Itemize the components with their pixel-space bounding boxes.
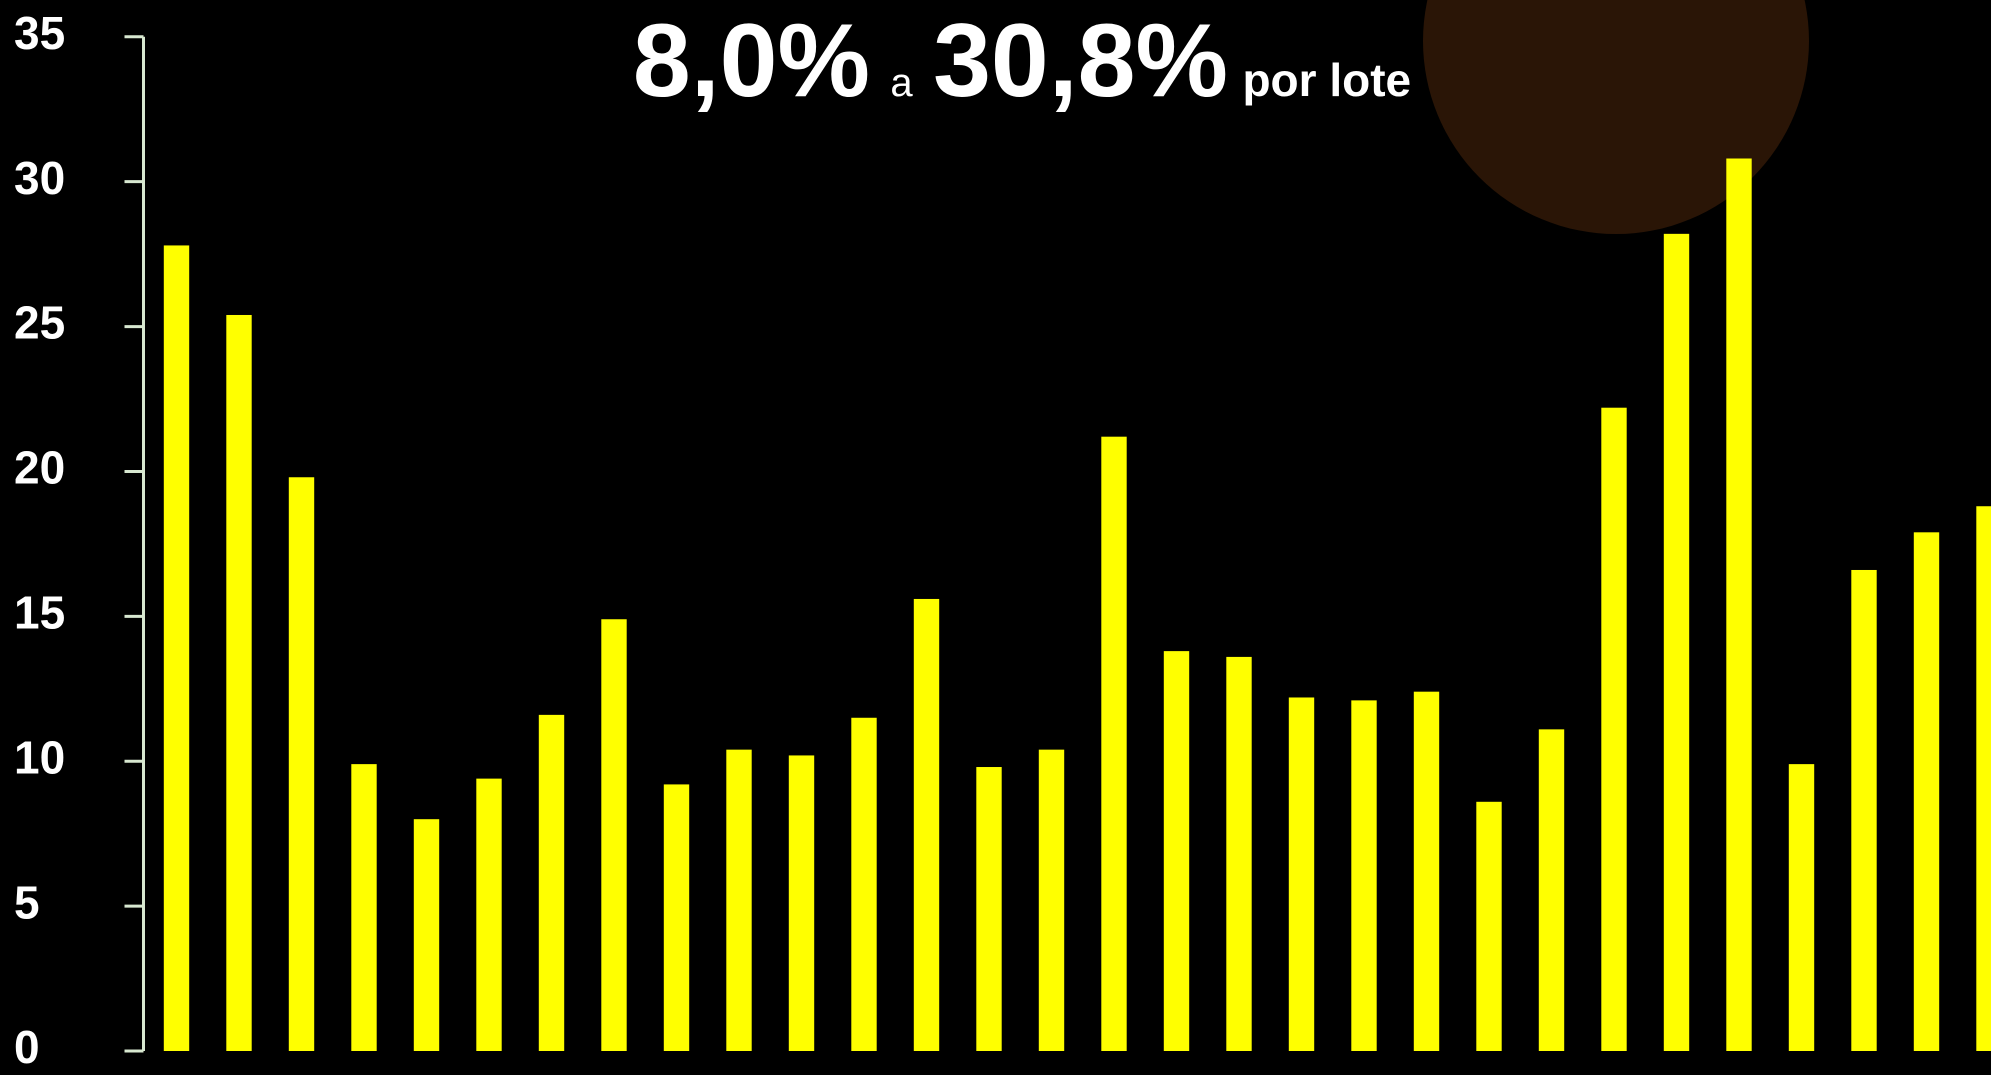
title-min: 8,0% xyxy=(633,3,870,119)
bar xyxy=(1663,233,1690,1051)
bar xyxy=(538,714,565,1051)
bar xyxy=(413,819,440,1051)
y-tick-label: 15 xyxy=(14,586,65,638)
bar xyxy=(1601,407,1627,1052)
bar xyxy=(1788,764,1815,1051)
bar xyxy=(1351,700,1377,1051)
title-sep: a xyxy=(890,61,913,105)
bar xyxy=(726,749,752,1051)
bar xyxy=(601,619,627,1051)
bar xyxy=(976,767,1002,1051)
y-tick-label: 0 xyxy=(14,1021,40,1073)
bar xyxy=(851,717,877,1051)
bar xyxy=(663,784,690,1051)
bar xyxy=(1851,569,1877,1051)
bar xyxy=(351,764,377,1051)
bar xyxy=(1538,729,1565,1051)
title-max: 30,8% xyxy=(933,3,1228,119)
bar xyxy=(1913,532,1940,1051)
bar xyxy=(226,314,252,1051)
title-suffix: por lote xyxy=(1242,54,1411,106)
y-tick-label: 30 xyxy=(14,152,65,204)
bar xyxy=(1226,656,1252,1051)
y-tick-label: 20 xyxy=(14,442,65,494)
bar xyxy=(288,477,315,1051)
chart-title: 8,0% a 30,8% por lote xyxy=(633,3,1411,119)
bar xyxy=(163,245,190,1051)
y-tick-label: 5 xyxy=(14,876,40,928)
bar xyxy=(913,598,940,1051)
bar xyxy=(476,778,502,1051)
y-tick-label: 25 xyxy=(14,297,65,349)
bar xyxy=(1726,158,1752,1051)
bar xyxy=(1101,436,1127,1051)
bar xyxy=(1476,801,1502,1051)
bar xyxy=(1976,506,1991,1051)
y-tick-label: 35 xyxy=(14,7,65,59)
bar xyxy=(1163,651,1190,1051)
bar xyxy=(1413,691,1440,1051)
y-tick-label: 10 xyxy=(14,731,65,783)
bar xyxy=(1038,749,1065,1051)
decoration-circle xyxy=(1423,0,1809,234)
bar xyxy=(788,755,815,1051)
bar xyxy=(1288,697,1315,1051)
